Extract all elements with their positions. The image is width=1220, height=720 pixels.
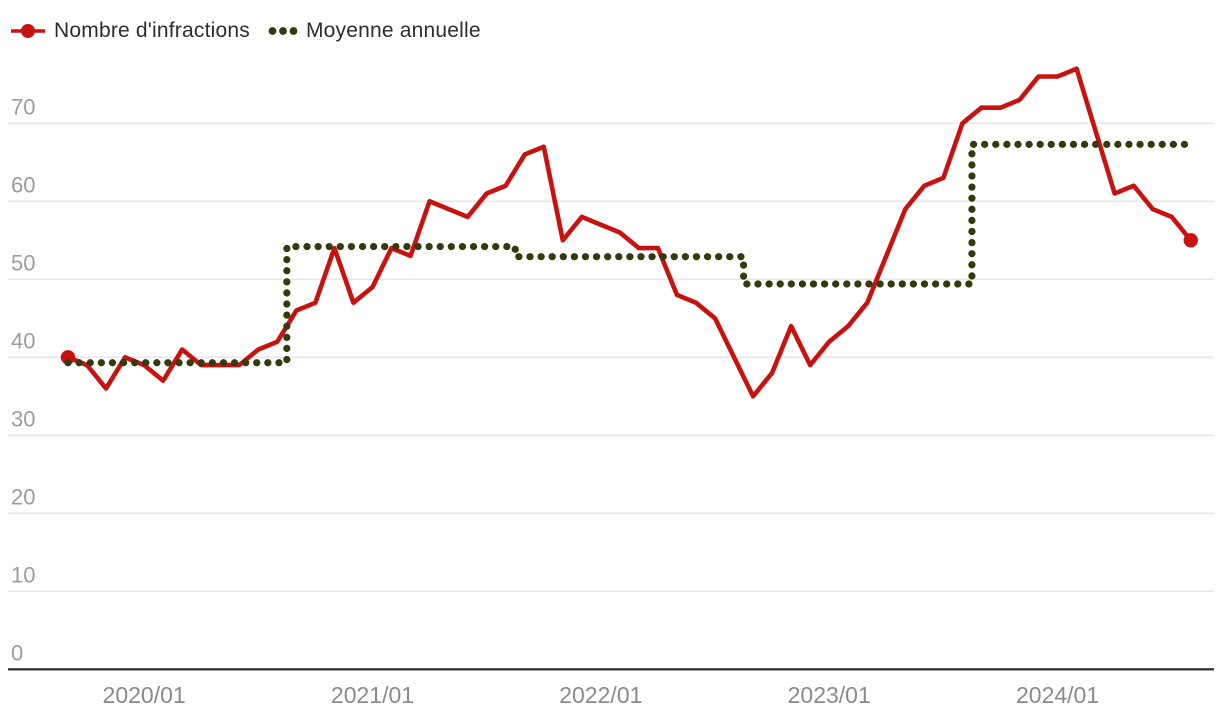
y-tick-label: 10 [11,562,35,587]
x-tick-label: 2023/01 [788,682,871,708]
x-tick-labels: 2020/01 2021/01 2022/01 2023/01 2024/01 [103,682,1100,708]
legend-label-moyenne: Moyenne annuelle [305,19,481,42]
last-point-marker [1183,233,1198,248]
x-tick-label: 2024/01 [1016,682,1099,708]
infractions-line [65,66,1194,399]
legend: Nombre d'infractions Moyenne annuelle [10,19,481,43]
moyenne-annuelle-dotted-line [64,140,1195,367]
series-infractions [60,66,1198,399]
dotted-line-marker-icon [268,27,298,35]
legend-label-infractions: Nombre d'infractions [54,19,250,42]
first-point-marker [60,350,76,365]
x-tick-label: 2022/01 [559,682,642,708]
line-dot-marker-icon [11,24,45,38]
legend-item-moyenne[interactable]: Moyenne annuelle [268,19,481,43]
x-tick-label: 2020/01 [103,682,186,708]
y-tick-label: 30 [11,406,35,431]
y-tick-label: 70 [11,94,35,119]
y-tick-label: 60 [11,172,35,197]
y-tick-label: 40 [11,328,35,353]
y-tick-label: 0 [11,640,23,665]
gridlines [8,122,1214,671]
series-moyenne-annuelle [64,140,1195,367]
legend-item-infractions[interactable]: Nombre d'infractions [10,19,250,43]
y-tick-labels: 0 10 20 30 40 50 60 70 [11,94,35,665]
y-tick-label: 20 [11,484,35,509]
y-tick-label: 50 [11,250,35,275]
x-tick-label: 2021/01 [331,682,414,708]
